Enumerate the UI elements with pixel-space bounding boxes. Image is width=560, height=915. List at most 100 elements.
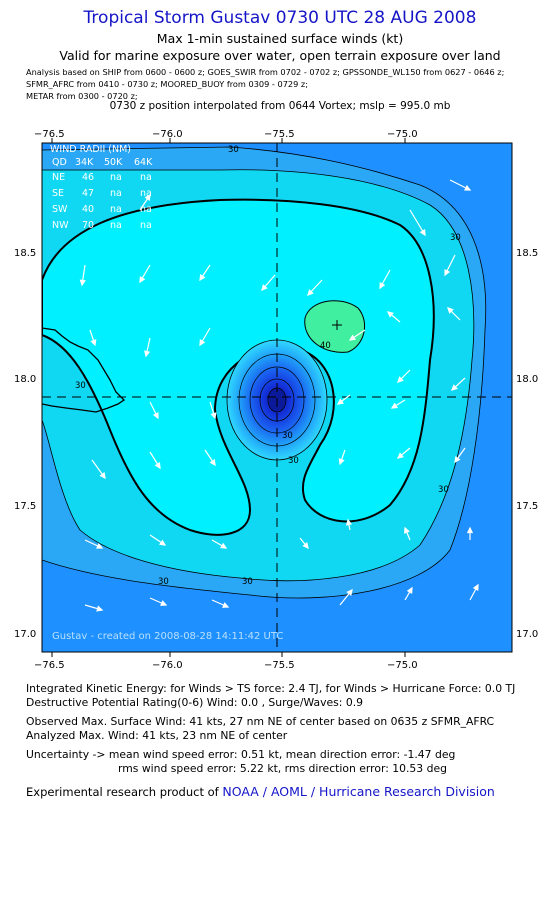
wind-radii-cell: na [140,188,152,199]
wind-radii-cell: SE [52,188,64,199]
wind-radii-header: 64K [134,157,153,168]
wind-vector-head [261,284,268,292]
wind-vector-head [152,412,159,420]
wind-vector-head [159,539,167,546]
contour-label: 30 [282,431,293,441]
wind-vector-head [397,376,404,383]
wind-vector-head [90,339,97,347]
map-frame [41,142,513,653]
subtitle-winds: Max 1-min sustained surface winds (kt) [156,31,404,46]
wind-vector-head [450,384,458,391]
x-tick-label-bottom: −75.0 [387,660,418,671]
wind-vector-head [466,526,474,534]
y-tick-label-left: 18.0 [14,374,36,385]
wind-radii-cell: 47 [82,188,94,199]
wind-vector-head [447,307,454,314]
y-tick-label-right: 17.0 [516,629,538,640]
wind-vectors [79,179,479,612]
wind-vector-head [307,289,314,297]
wind-radii-header: QD [52,157,67,168]
contour-label: 40 [320,341,331,351]
wind-radii-cell: NW [52,220,69,231]
y-tick-label-left: 17.5 [14,501,36,512]
wind-vector-head [209,459,216,467]
wind-vector-head [345,518,353,526]
research-credit: Experimental research product of NOAA / … [26,784,495,800]
wind-radii-cell: na [110,220,122,231]
wind-vector-head [406,586,413,594]
y-tick-label-right: 17.5 [516,501,538,512]
x-tick-label-bottom: −76.5 [34,660,65,671]
wind-radii-cell: na [110,204,122,215]
contour-labels: 30 30 30 30 30 40 30 30 30 [75,145,461,587]
wind-vector-head [454,456,461,464]
contour-label: 30 [288,456,299,466]
contour-label: 30 [438,485,449,495]
wind-vector-head [79,279,86,287]
wind-vector-head [419,229,426,237]
top-ticks [51,138,406,657]
wind-vector-head [220,542,228,549]
wind-vector-head [99,472,106,480]
wind-radii-cell: na [110,188,122,199]
uncertainty-line-2: rms wind speed error: 5.22 kt, rms direc… [118,762,447,775]
wind-radii-cell: NE [52,172,65,183]
contour-label: 30 [75,381,86,391]
wind-radii-header: 34K [75,157,94,168]
wind-vector-head [302,542,309,550]
wind-vector-head [404,526,410,534]
coastline-jamaica [42,327,126,413]
analysis-line-3: METAR from 0300 - 0720 z; [26,91,138,101]
wind-radii-table: WIND RADII (NM) QD 34K 50K 64K NE 46 na … [50,144,153,231]
page-title: Tropical Storm Gustav 0730 UTC 28 AUG 20… [83,8,477,28]
x-tick-label-top: −76.5 [34,129,65,140]
wind-vector-head [336,398,344,405]
wind-vector-head [144,350,151,358]
contour-label: 30 [242,577,253,587]
wind-vector-head [96,605,104,612]
wind-radii-cell: na [140,204,152,215]
x-tick-label-top: −75.5 [264,129,295,140]
wind-vector-head [154,462,161,470]
wind-vector-head [379,282,386,290]
wind-radii-cell: na [140,172,152,183]
wind-vector-head [348,334,356,341]
wind-radii-title: WIND RADII (NM) [50,144,131,155]
analyzed-max-line: Analyzed Max. Wind: 41 kts, 23 nm NE of … [26,729,288,742]
wind-vector-head [346,588,353,596]
contour-label: 30 [158,577,169,587]
y-tick-label-right: 18.0 [516,374,538,385]
wind-vector-head [472,583,479,591]
position-note: 0730 z position interpolated from 0644 V… [109,100,451,112]
wind-map: 30 30 30 30 30 40 30 30 30 WIND RADII (N… [14,129,538,671]
wind-vector-head [144,193,151,201]
x-tick-label-top: −75.0 [387,129,418,140]
wind-vector-head [464,184,472,191]
observed-max-line: Observed Max. Surface Wind: 41 kts, 27 n… [26,715,495,728]
dpr-line: Destructive Potential Rating(0-6) Wind: … [26,696,364,709]
axis-labels: −76.5 −76.0 −75.5 −75.0 −76.5 −76.0 −75.… [14,129,538,671]
wind-vector-head [396,452,404,459]
y-tick-label-left: 17.0 [14,629,36,640]
wind-vector-head [210,412,217,420]
wind-vector-head [222,602,230,608]
y-tick-label-right: 18.5 [516,248,538,259]
wind-radii-cell: SW [52,204,68,215]
analysis-line-1: Analysis based on SHIP from 0600 - 0600 … [26,67,505,77]
x-tick-label-top: −76.0 [152,129,183,140]
x-tick-label-bottom: −75.5 [264,660,295,671]
wind-vector-head [386,311,394,318]
x-tick-label-bottom: −76.0 [152,660,183,671]
wind-vector-head [139,276,146,284]
wind-vector-head [96,542,104,549]
wind-vector-head [444,269,451,277]
uncertainty-line-1: Uncertainty -> mean wind speed error: 0.… [26,748,456,761]
wind-radii-cell: 40 [82,204,94,215]
research-prefix: Experimental research product of [26,785,219,799]
contour-label: 30 [450,233,461,243]
hrd-link[interactable]: NOAA / AOML / Hurricane Research Divisio… [222,784,495,799]
wind-vector-head [338,458,345,466]
wind-vector-head [199,274,206,282]
wind-radii-cell: na [110,172,122,183]
contour-area-34kt [42,198,435,536]
